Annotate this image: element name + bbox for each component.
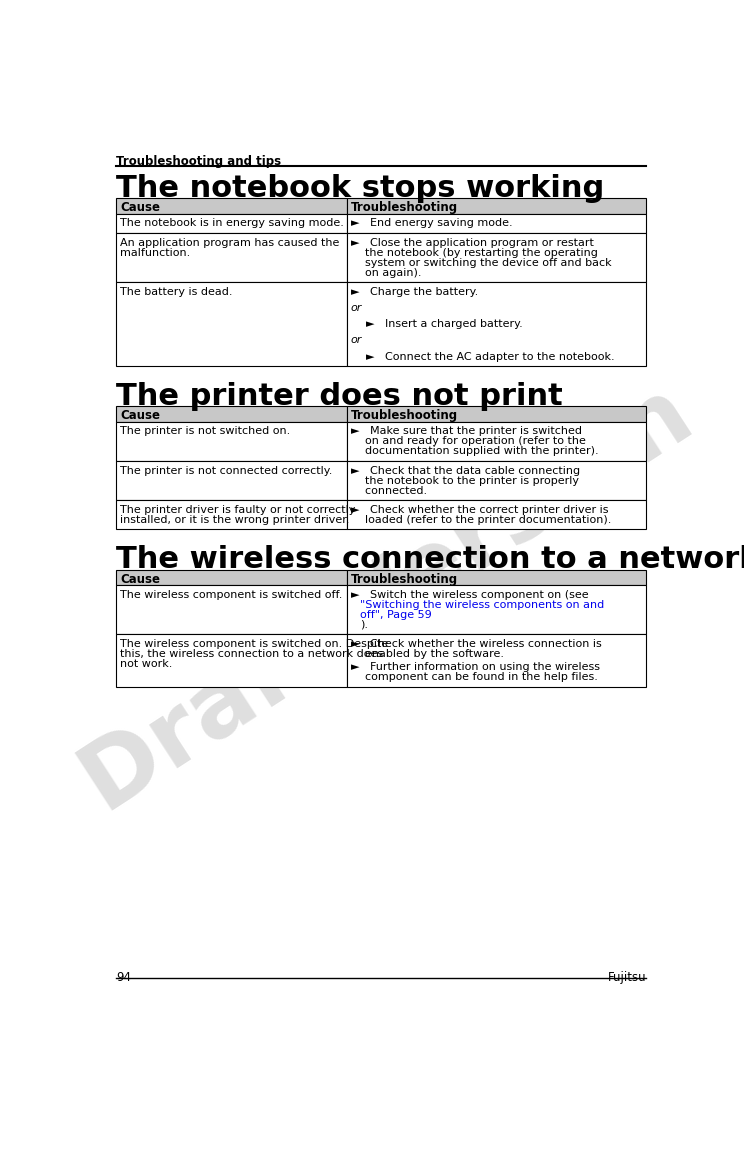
Text: the notebook (by restarting the operating: the notebook (by restarting the operatin… [350, 248, 597, 257]
Text: or: or [350, 335, 362, 345]
Bar [116, 233, 347, 283]
Bar [347, 569, 647, 585]
Bar [347, 407, 647, 422]
Text: Cause: Cause [120, 202, 160, 214]
Text: system or switching the device off and back: system or switching the device off and b… [350, 257, 612, 268]
Text: ►   Check whether the correct printer driver is: ► Check whether the correct printer driv… [350, 505, 608, 515]
Text: ►   Switch the wireless component on (see: ► Switch the wireless component on (see [350, 590, 589, 599]
Bar [347, 422, 647, 461]
Bar [347, 198, 647, 213]
Bar [347, 213, 647, 233]
Text: Fujitsu: Fujitsu [608, 971, 647, 984]
Bar [347, 585, 647, 634]
Text: ►   Charge the battery.: ► Charge the battery. [350, 287, 478, 297]
Text: The printer is not switched on.: The printer is not switched on. [120, 427, 290, 436]
Text: ►   Check that the data cable connecting: ► Check that the data cable connecting [350, 466, 580, 475]
Text: loaded (refer to the printer documentation).: loaded (refer to the printer documentati… [350, 515, 611, 525]
Text: component can be found in the help files.: component can be found in the help files… [350, 672, 597, 681]
Text: "Switching the wireless components on and: "Switching the wireless components on an… [360, 599, 604, 610]
Text: on and ready for operation (refer to the: on and ready for operation (refer to the [350, 436, 586, 446]
Text: off", Page 59: off", Page 59 [360, 610, 432, 620]
Text: documentation supplied with the printer).: documentation supplied with the printer)… [350, 446, 598, 457]
Text: The wireless component is switched on. Despite: The wireless component is switched on. D… [120, 639, 388, 649]
Bar [116, 283, 347, 366]
Text: Draft Version: Draft Version [66, 369, 709, 831]
Text: Troubleshooting and tips: Troubleshooting and tips [116, 155, 281, 168]
Bar [347, 634, 647, 686]
Text: connected.: connected. [350, 486, 427, 496]
Text: The notebook is in energy saving mode.: The notebook is in energy saving mode. [120, 218, 344, 228]
Text: The printer driver is faulty or not correctly: The printer driver is faulty or not corr… [120, 505, 356, 515]
Text: installed, or it is the wrong printer driver.: installed, or it is the wrong printer dr… [120, 515, 350, 525]
Text: the notebook to the printer is properly: the notebook to the printer is properly [350, 475, 579, 486]
Text: 94: 94 [116, 971, 131, 984]
Text: The printer is not connected correctly.: The printer is not connected correctly. [120, 466, 333, 475]
Text: An application program has caused the: An application program has caused the [120, 238, 339, 248]
Text: The wireless component is switched off.: The wireless component is switched off. [120, 590, 342, 599]
Text: Troubleshooting: Troubleshooting [350, 573, 458, 585]
Text: Troubleshooting: Troubleshooting [350, 202, 458, 214]
Text: The printer does not print: The printer does not print [116, 381, 563, 410]
Text: ►   Close the application program or restart: ► Close the application program or resta… [350, 238, 594, 248]
Text: or: or [350, 304, 362, 313]
Text: Cause: Cause [120, 409, 160, 422]
Bar [116, 501, 347, 530]
Text: this, the wireless connection to a network does: this, the wireless connection to a netwo… [120, 649, 383, 658]
Text: on again).: on again). [350, 268, 421, 278]
Bar [347, 283, 647, 366]
Bar [347, 501, 647, 530]
Text: ►   Make sure that the printer is switched: ► Make sure that the printer is switched [350, 427, 582, 436]
Text: The notebook stops working: The notebook stops working [116, 174, 605, 203]
Text: ►   Insert a charged battery.: ► Insert a charged battery. [366, 319, 523, 329]
Bar [116, 569, 347, 585]
Text: ►   End energy saving mode.: ► End energy saving mode. [350, 218, 513, 228]
Bar [116, 634, 347, 686]
Text: Cause: Cause [120, 573, 160, 585]
Bar [116, 407, 347, 422]
Bar [116, 422, 347, 461]
Bar [116, 585, 347, 634]
Text: not work.: not work. [120, 658, 173, 669]
Bar [116, 461, 347, 501]
Bar [116, 213, 347, 233]
Bar [116, 198, 347, 213]
Text: malfunction.: malfunction. [120, 248, 190, 257]
Text: Troubleshooting: Troubleshooting [350, 409, 458, 422]
Text: enabled by the software.: enabled by the software. [350, 649, 504, 658]
Text: The battery is dead.: The battery is dead. [120, 287, 233, 297]
Text: ►   Check whether the wireless connection is: ► Check whether the wireless connection … [350, 639, 601, 649]
Bar [347, 233, 647, 283]
Text: ►   Connect the AC adapter to the notebook.: ► Connect the AC adapter to the notebook… [366, 351, 615, 362]
Text: ).: ). [360, 620, 368, 629]
Text: The wireless connection to a network does not work: The wireless connection to a network doe… [116, 545, 744, 574]
Bar [347, 461, 647, 501]
Text: ►   Further information on using the wireless: ► Further information on using the wirel… [350, 662, 600, 672]
